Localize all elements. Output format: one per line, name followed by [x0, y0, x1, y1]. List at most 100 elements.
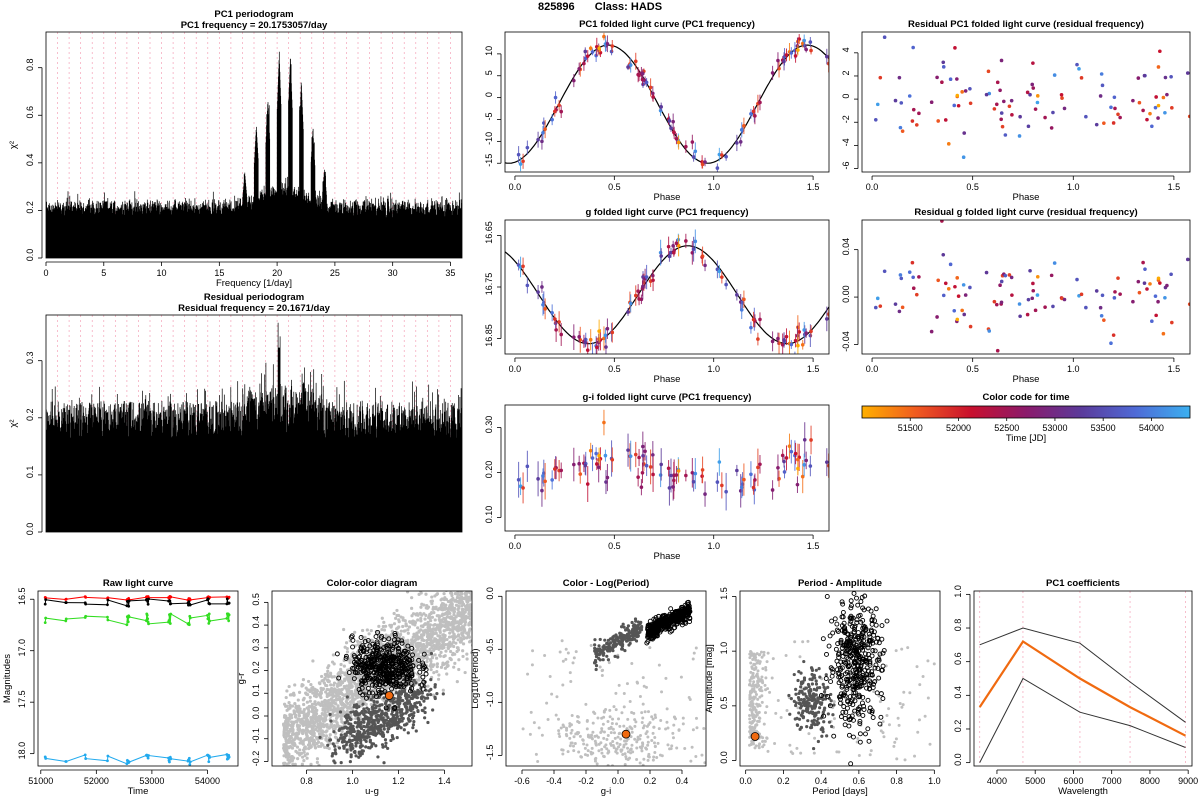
background-point [297, 690, 302, 694]
background-point [305, 692, 309, 696]
dark-point [411, 694, 416, 698]
data-point [227, 619, 231, 623]
ring-point [358, 662, 364, 668]
dark-point [381, 712, 385, 716]
x-tick-label: 0.5 [608, 364, 621, 374]
data-point [540, 139, 544, 144]
x-tick-label: 15 [214, 268, 224, 278]
background-point [311, 659, 315, 663]
data-point [1156, 276, 1161, 281]
x-axis-label: Time [JD] [1006, 433, 1046, 444]
background-point [452, 609, 457, 614]
background-point [447, 635, 452, 639]
dark-point [373, 725, 377, 729]
data-point [784, 334, 789, 339]
panel-resid-pc1: Residual PC1 folded light curve (residua… [841, 19, 1191, 203]
data-point [674, 241, 679, 245]
background-point [282, 754, 286, 758]
background-point [311, 706, 315, 711]
dark-point [392, 697, 396, 701]
data-point [968, 86, 972, 91]
background-point [339, 667, 343, 672]
x-tick-label: 52500 [994, 423, 1019, 433]
background-point [288, 734, 292, 739]
dark-point [389, 738, 393, 743]
background-point [337, 670, 342, 675]
data-point [590, 456, 595, 460]
ring-point [385, 679, 391, 685]
background-point [336, 704, 340, 708]
background-point [606, 763, 610, 766]
x-axis-label: Phase [654, 374, 681, 385]
background-point [472, 571, 475, 574]
y-tick-label: -15 [484, 154, 494, 167]
background-point [421, 642, 426, 647]
dark-point [357, 750, 361, 754]
data-point [585, 348, 590, 352]
data-point [187, 600, 191, 604]
data-point [674, 473, 679, 477]
dark-point [374, 744, 378, 748]
background-point [460, 610, 464, 615]
data-point [984, 92, 989, 97]
data-point [735, 468, 739, 473]
x-tick-label: 1.0 [346, 776, 359, 786]
background-point [472, 587, 475, 590]
dark-point [354, 744, 358, 748]
background-point [313, 711, 317, 715]
x-tick-label: 20 [272, 268, 282, 278]
data-point [1094, 122, 1099, 127]
data-point [1084, 114, 1088, 119]
background-point [456, 629, 460, 633]
data-point [691, 247, 696, 251]
background-point [425, 655, 429, 660]
dark-point [387, 727, 391, 731]
dark-point [433, 695, 437, 699]
data-point [1170, 106, 1174, 110]
dark-point [345, 716, 349, 720]
background-point [317, 702, 321, 706]
background-point [330, 686, 334, 691]
data-point [999, 300, 1004, 305]
data-point [1109, 341, 1113, 346]
dark-point [380, 730, 384, 735]
ring-point [371, 670, 376, 676]
data-point [893, 98, 898, 103]
dark-point [383, 718, 387, 723]
background-point [311, 714, 315, 718]
background-point [474, 563, 477, 566]
ring-point [372, 683, 378, 689]
data-point [911, 107, 916, 112]
background-point [456, 591, 460, 596]
background-point [572, 749, 576, 753]
data-point [1007, 104, 1012, 109]
background-point [294, 705, 298, 710]
data-point [543, 127, 547, 131]
data-point [525, 283, 530, 288]
background-point [467, 607, 471, 612]
background-point [467, 635, 472, 639]
background-point [474, 594, 477, 597]
data-point [666, 244, 671, 249]
background-point [474, 596, 477, 599]
ring-point [404, 671, 409, 677]
background-point [321, 687, 325, 692]
data-point [641, 444, 645, 449]
data-point [596, 465, 601, 470]
data-point [1031, 61, 1035, 65]
x-tick-label: 1.0 [707, 182, 720, 192]
data-point [911, 286, 916, 291]
background-point [313, 700, 317, 704]
background-point [469, 571, 472, 574]
dark-point [358, 753, 362, 758]
background-point [461, 570, 464, 573]
ring-point [374, 670, 380, 676]
background-point [477, 598, 480, 601]
data-point [106, 618, 110, 622]
ring-point [392, 631, 398, 636]
x-tick-label: 0.5 [608, 182, 621, 192]
background-point [297, 737, 301, 741]
background-point [465, 588, 468, 591]
background-point [434, 631, 438, 635]
background-point [332, 681, 337, 685]
